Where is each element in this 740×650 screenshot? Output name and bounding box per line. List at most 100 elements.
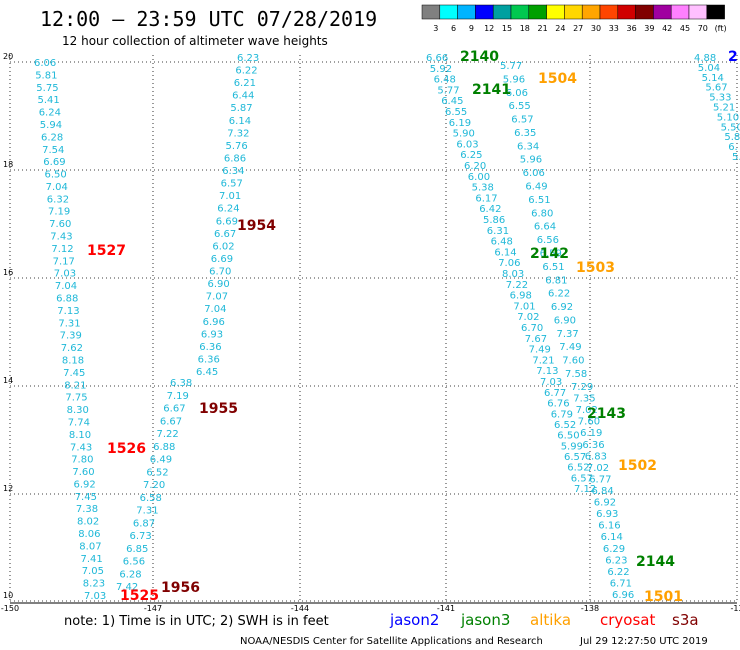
- y-tick-label: 20: [3, 52, 13, 61]
- wave-height-value: 7.60: [49, 219, 71, 230]
- wave-height-value: 5.76: [226, 141, 248, 152]
- wave-height-value: 6.55: [445, 107, 467, 118]
- wave-height-value: 8.30: [67, 405, 89, 416]
- wave-height-value: 6.93: [596, 509, 618, 520]
- wave-height-value: 6.06: [506, 88, 528, 99]
- wave-height-value: 6.34: [517, 141, 539, 152]
- legend-swatch: [439, 4, 458, 20]
- wave-height-value: 6.48: [434, 75, 456, 86]
- wave-height-value: 5.38: [472, 183, 494, 194]
- wave-height-value: 7.02: [587, 463, 609, 474]
- wave-height-value: 7.60: [562, 356, 584, 367]
- legend-swatch: [688, 4, 708, 20]
- wave-height-value: 7.31: [136, 506, 158, 517]
- wave-height-value: 6.96: [612, 590, 634, 601]
- y-tick-label: 16: [3, 268, 13, 277]
- wave-height-value: 6.98: [510, 291, 532, 302]
- wave-height-value: 6.92: [594, 498, 616, 509]
- wave-height-value: 5.81: [35, 70, 57, 81]
- y-tick-label: 12: [3, 484, 13, 493]
- wave-height-value: 5.94: [40, 120, 62, 131]
- wave-height-value: 7.02: [517, 312, 539, 323]
- wave-height-value: 7.06: [498, 258, 520, 269]
- wave-height-value: 6.71: [610, 578, 632, 589]
- wave-height-value: 5.14: [702, 73, 724, 84]
- legend-swatch: [475, 4, 494, 20]
- wave-height-value: 6.52: [146, 467, 168, 478]
- wave-height-value: 7.49: [529, 345, 551, 356]
- wave-height-value: 7.45: [63, 368, 85, 379]
- wave-height-value: 6.31: [487, 226, 509, 237]
- track-id-label: 1954: [237, 218, 276, 234]
- x-tick-label: -147: [144, 604, 162, 613]
- wave-height-value: 7.22: [157, 429, 179, 440]
- wave-height-value: 7.05: [82, 566, 104, 577]
- wave-height-value: 7.01: [219, 191, 241, 202]
- page-title: 12:00 – 23:59 UTC 07/28/2019: [40, 7, 377, 31]
- wave-height-value: 8.10: [69, 430, 91, 441]
- wave-height-value: 6.36: [582, 440, 604, 451]
- wave-height-value: 8.23: [83, 579, 105, 590]
- wave-height-value: 6.87: [133, 518, 155, 529]
- wave-height-value: 8.21: [64, 380, 86, 391]
- wave-height-value: 7.01: [513, 301, 535, 312]
- wave-height-value: 7.60: [578, 417, 600, 428]
- wave-height-value: 7.49: [559, 342, 581, 353]
- wave-height-value: 7.03: [540, 377, 562, 388]
- wave-height-value: 6.84: [592, 486, 614, 497]
- legend-swatch: [528, 4, 547, 20]
- satellite-tracks: 6.065.815.755.416.245.946.287.546.696.50…: [34, 53, 740, 602]
- wave-height-value: 6.14: [229, 116, 251, 127]
- legend-label: 70: [698, 24, 708, 33]
- wave-height-value: 6.79: [551, 409, 573, 420]
- wave-height-value: 5.77: [437, 85, 459, 96]
- wave-height-value: 6.70: [521, 323, 543, 334]
- wave-height-value: 6.69: [211, 254, 233, 265]
- wave-height-value: 7.39: [60, 331, 82, 342]
- wave-height-value: 7.37: [557, 329, 579, 340]
- wave-height-value: 7.45: [75, 492, 97, 503]
- wave-height-value: 7.02: [576, 405, 598, 416]
- x-tick-label: -138: [581, 604, 599, 613]
- wave-height-value: 7.62: [61, 343, 83, 354]
- wave-height-value: 6.93: [201, 329, 223, 340]
- wave-height-value: 7.04: [204, 304, 226, 315]
- wave-height-value: 6.23: [605, 555, 627, 566]
- wave-height-value: 6.85: [126, 544, 148, 555]
- legend-swatch: [581, 4, 601, 20]
- wave-height-value: 7.41: [81, 554, 103, 565]
- wave-height-value: 6.22: [235, 66, 257, 77]
- wave-height-value: 7.38: [76, 504, 98, 515]
- wave-height-value: 6.49: [525, 182, 547, 193]
- wave-height-value: 7.75: [65, 393, 87, 404]
- wave-height-value: 6.50: [557, 431, 579, 442]
- wave-height-value: 7.31: [58, 318, 80, 329]
- legend-label: 15: [502, 24, 512, 33]
- wave-height-value: 5.92: [430, 64, 452, 75]
- footer-timestamp: Jul 29 12:27:50 UTC 2019: [579, 636, 708, 647]
- wave-height-value: 5.41: [38, 95, 60, 106]
- wave-height-value: 6.17: [475, 193, 497, 204]
- wave-height-value: 7.17: [53, 256, 75, 267]
- page-subtitle: 12 hour collection of altimeter wave hei…: [62, 34, 328, 48]
- wave-height-value: 6.22: [548, 289, 570, 300]
- wave-height-value: 7.12: [51, 244, 73, 255]
- wave-height-value: 6.58: [140, 493, 162, 504]
- legend-swatch: [706, 4, 725, 20]
- track-id-label: 1955: [199, 401, 238, 417]
- wave-height-value: 5.21: [713, 103, 735, 114]
- track-id-label: 2140: [460, 49, 499, 65]
- track-id-label: 2: [728, 49, 738, 65]
- wave-height-value: 6.69: [216, 216, 238, 227]
- wave-height-value: 6.76: [547, 399, 569, 410]
- legend-label: 27: [573, 24, 583, 33]
- legend-swatch: [670, 4, 690, 20]
- track-id-label: 2143: [587, 406, 626, 422]
- wave-height-value: 5.67: [705, 83, 727, 94]
- x-tick-label: -13: [730, 604, 740, 613]
- wave-height-value: 6.69: [43, 157, 65, 168]
- wave-height-value: 6.51: [542, 262, 564, 273]
- wave-height-value: 6.24: [217, 204, 239, 215]
- wave-height-value: 6.28: [119, 569, 141, 580]
